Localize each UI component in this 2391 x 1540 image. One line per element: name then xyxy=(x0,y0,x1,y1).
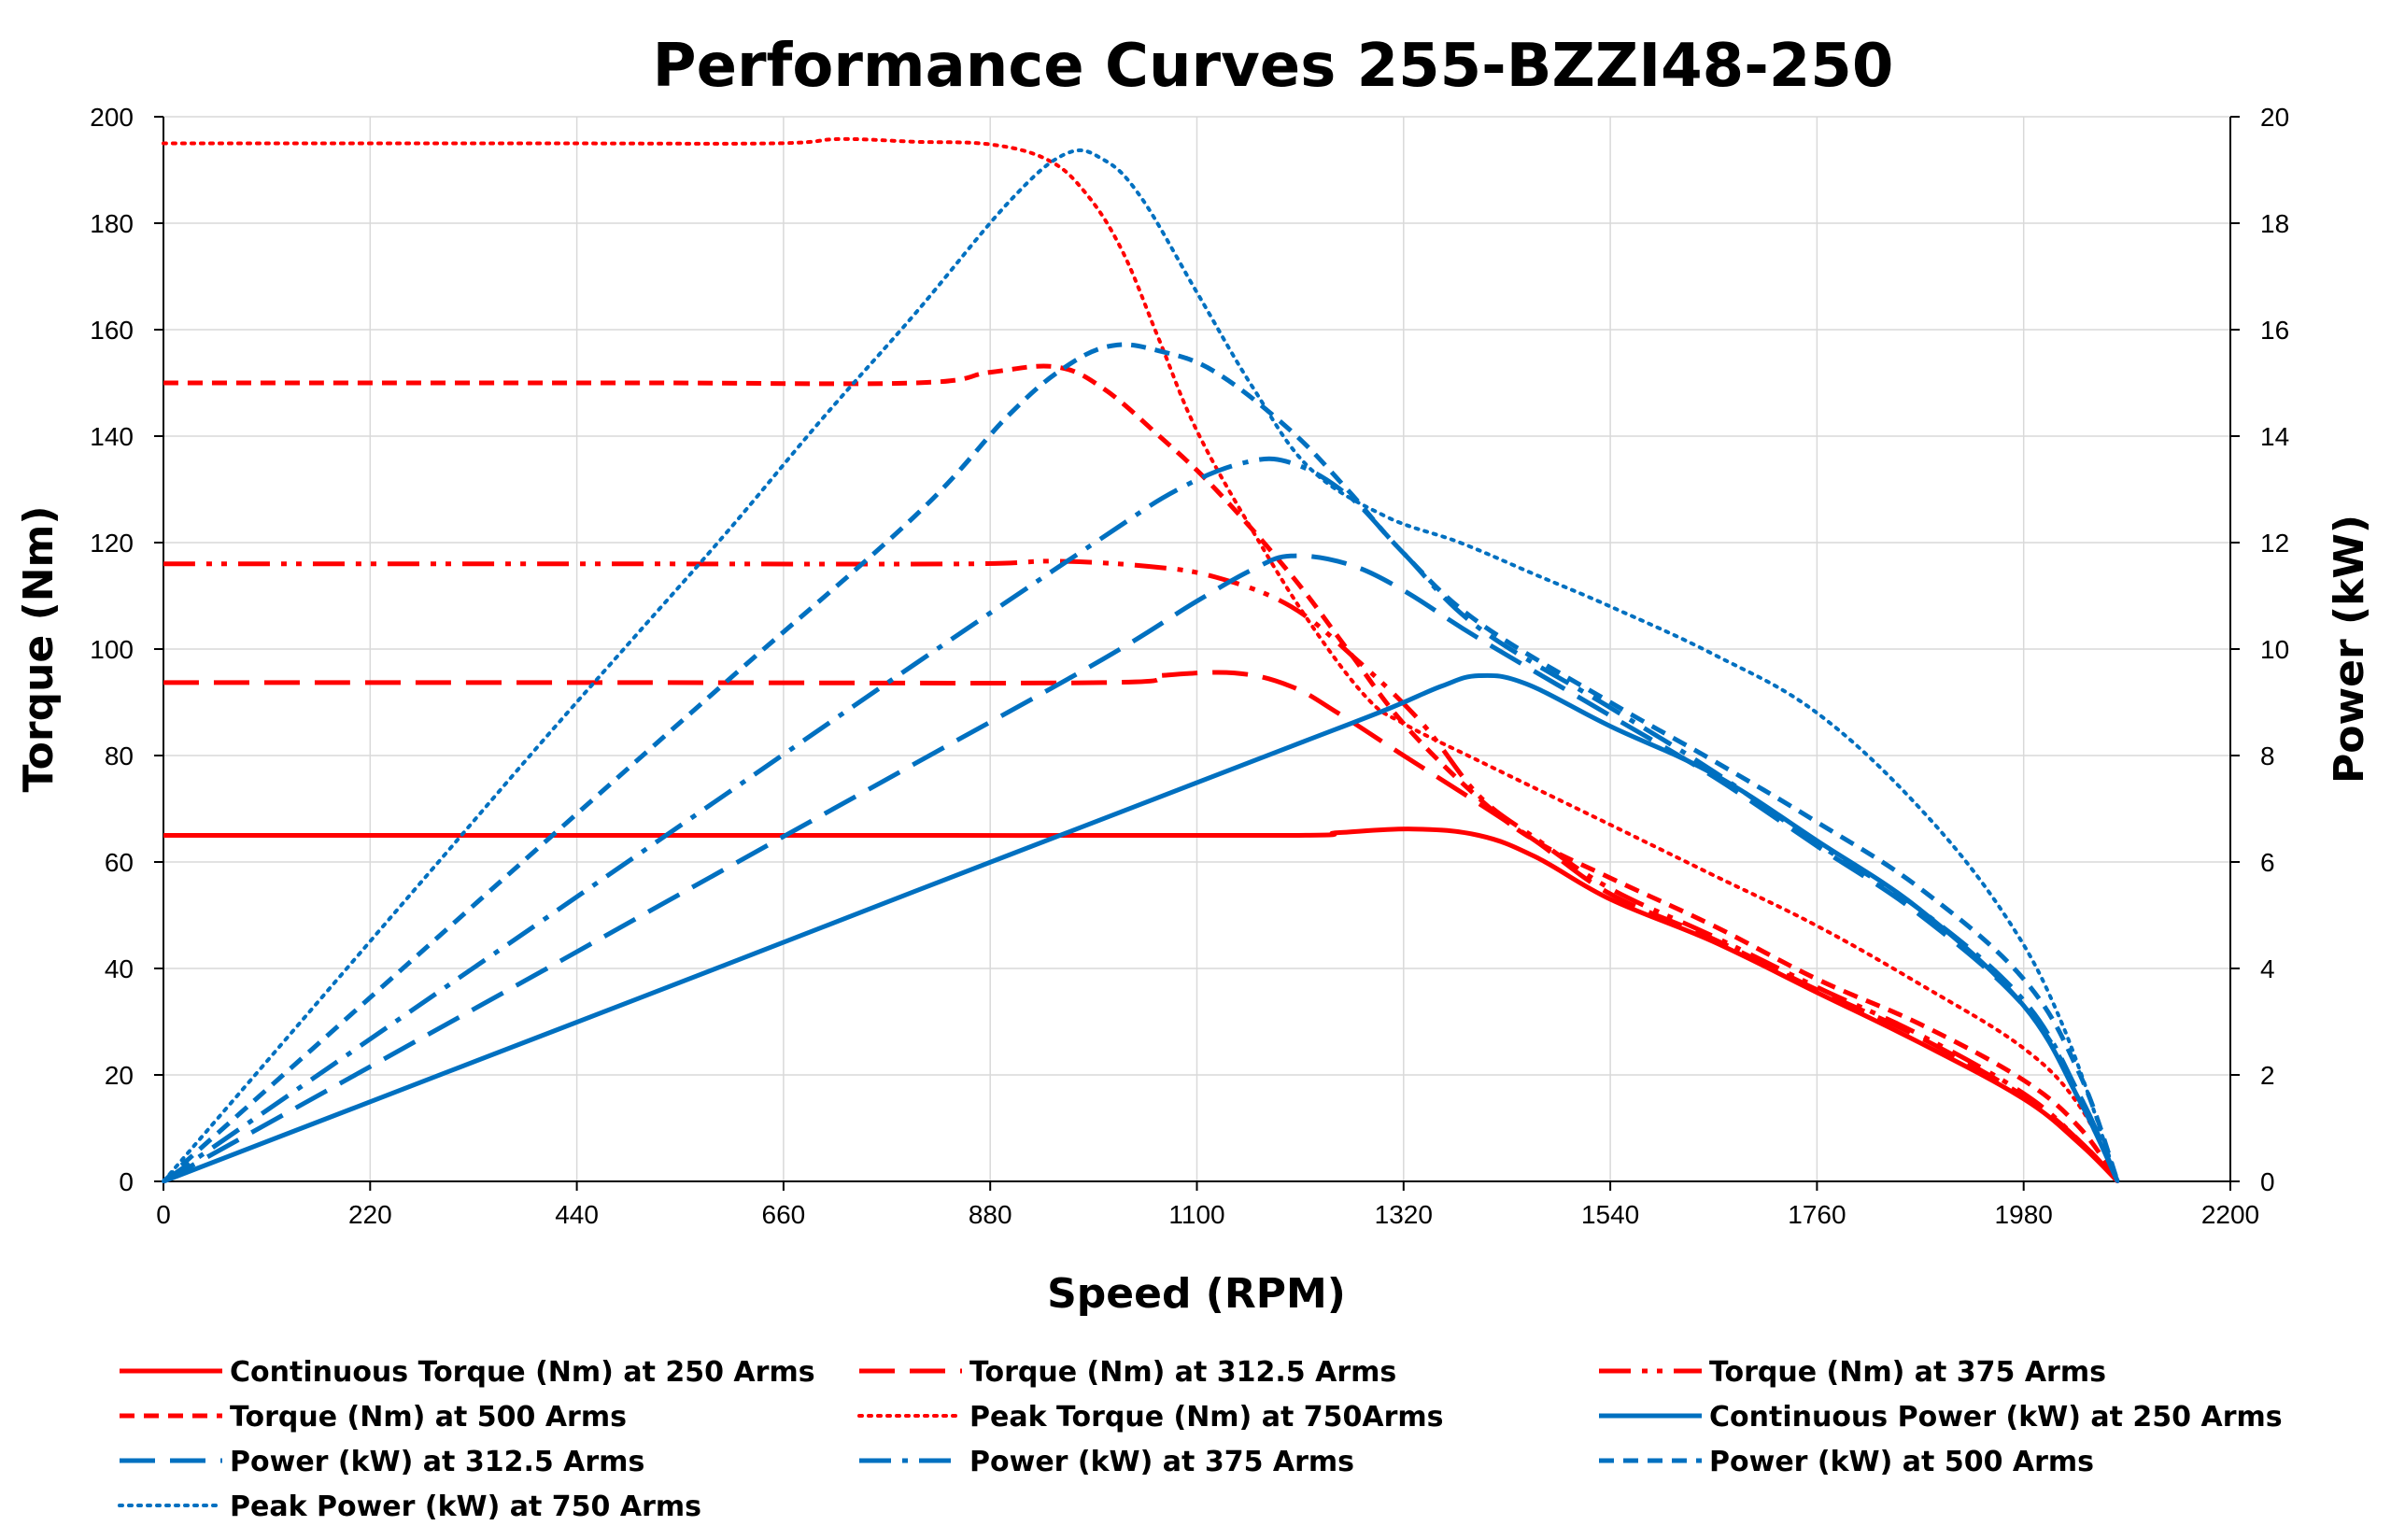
x-tick-label: 2200 xyxy=(2201,1200,2259,1229)
chart-title: Performance Curves 255-BZZI48-250 xyxy=(653,32,1894,101)
series-line-torque-nm-at-375-arms xyxy=(163,558,2120,1183)
y-tick-label: 20 xyxy=(105,1061,134,1090)
x-axis-title: Speed (RPM) xyxy=(1047,1270,1346,1318)
legend-item-power-kw-at-500-arms: Power (kW) at 500 Arms xyxy=(1599,1446,2094,1478)
y2-tick-label: 8 xyxy=(2260,742,2275,770)
y-tick-label: 140 xyxy=(90,422,134,451)
x-tick-label: 1100 xyxy=(1168,1200,1224,1229)
y2-axis-title: Power (kW) xyxy=(2326,515,2373,784)
legend-label: Power (kW) at 312.5 Arms xyxy=(230,1446,644,1478)
legend-label: Torque (Nm) at 500 Arms xyxy=(230,1401,627,1434)
legend-label: Power (kW) at 500 Arms xyxy=(1709,1446,2094,1478)
x-tick-label: 660 xyxy=(762,1200,806,1229)
x-tick-label: 0 xyxy=(156,1200,171,1229)
x-tick-label: 880 xyxy=(969,1200,1012,1229)
series-line-peak-power-kw-at-750-arms xyxy=(162,148,2120,1183)
series-line-continuous-power-kw-at-250-arms xyxy=(163,672,2120,1184)
series-line-peak-torque-nm-at-750arms xyxy=(162,136,2120,1183)
legend-label: Power (kW) at 375 Arms xyxy=(969,1446,1354,1478)
tick-labels: 0 220 440 660 880 1100 1320 1540 1760 1980 2200020… xyxy=(90,103,2289,1229)
series-lines xyxy=(162,136,2120,1184)
y-axis-title: Torque (Nm) xyxy=(15,506,63,793)
x-tick-label: 440 xyxy=(555,1200,599,1229)
legend-item-peak-torque-nm-at-750arms: Peak Torque (Nm) at 750Arms xyxy=(857,1401,1444,1434)
legend-item-power-kw-at-375-arms: Power (kW) at 375 Arms xyxy=(859,1446,1354,1478)
series-line-torque-nm-at-312-5-arms xyxy=(163,670,2120,1183)
y-tick-label: 100 xyxy=(90,635,134,664)
legend-label: Torque (Nm) at 312.5 Arms xyxy=(969,1356,1396,1389)
y2-tick-label: 4 xyxy=(2260,954,2275,983)
legend-label: Continuous Torque (Nm) at 250 Arms xyxy=(230,1356,815,1389)
legend: Continuous Torque (Nm) at 250 Arms Torque… xyxy=(118,1356,2283,1523)
y2-tick-label: 0 xyxy=(2260,1167,2275,1196)
legend-label: Peak Power (kW) at 750 Arms xyxy=(230,1491,701,1523)
legend-item-torque-nm-at-500-arms: Torque (Nm) at 500 Arms xyxy=(120,1401,627,1434)
grid-lines xyxy=(163,116,2230,1181)
legend-item-continuous-torque-nm-at-250-arms: Continuous Torque (Nm) at 250 Arms xyxy=(120,1356,815,1389)
legend-item-peak-power-kw-at-750-arms: Peak Power (kW) at 750 Arms xyxy=(118,1491,701,1523)
legend-item-continuous-power-kw-at-250-arms: Continuous Power (kW) at 250 Arms xyxy=(1599,1401,2283,1434)
series-line-power-kw-at-375-arms xyxy=(162,456,2120,1184)
y2-tick-label: 2 xyxy=(2260,1061,2275,1090)
y-tick-label: 180 xyxy=(90,209,134,238)
legend-item-torque-nm-at-312-5-arms: Torque (Nm) at 312.5 Arms xyxy=(859,1356,1396,1389)
y2-tick-label: 6 xyxy=(2260,848,2275,877)
x-tick-label: 1980 xyxy=(1995,1200,2053,1229)
legend-item-power-kw-at-312-5-arms: Power (kW) at 312.5 Arms xyxy=(120,1446,644,1478)
y2-tick-label: 16 xyxy=(2260,316,2289,345)
series-line-continuous-torque-nm-at-250-arms xyxy=(163,827,2120,1183)
y2-tick-label: 14 xyxy=(2260,422,2289,451)
legend-label: Torque (Nm) at 375 Arms xyxy=(1709,1356,2106,1389)
y-tick-label: 60 xyxy=(105,848,134,877)
x-tick-label: 1760 xyxy=(1788,1200,1846,1229)
series-line-torque-nm-at-500-arms xyxy=(163,363,2120,1183)
y2-tick-label: 18 xyxy=(2260,209,2289,238)
y-tick-label: 80 xyxy=(105,742,134,770)
y2-tick-label: 10 xyxy=(2260,635,2289,664)
x-tick-label: 1320 xyxy=(1375,1200,1433,1229)
legend-label: Peak Torque (Nm) at 750Arms xyxy=(969,1401,1444,1434)
y-tick-label: 0 xyxy=(119,1167,134,1196)
series-line-power-kw-at-500-arms xyxy=(162,342,2120,1183)
x-tick-label: 220 xyxy=(348,1200,392,1229)
y2-tick-label: 20 xyxy=(2260,103,2289,132)
axes xyxy=(154,116,2240,1191)
legend-label: Continuous Power (kW) at 250 Arms xyxy=(1709,1401,2283,1434)
y-tick-label: 200 xyxy=(90,103,134,132)
legend-item-torque-nm-at-375-arms: Torque (Nm) at 375 Arms xyxy=(1599,1356,2106,1389)
y2-tick-label: 12 xyxy=(2260,529,2289,558)
y-tick-label: 160 xyxy=(90,316,134,345)
y-tick-label: 120 xyxy=(90,529,134,558)
x-tick-label: 1540 xyxy=(1581,1200,1639,1229)
y-tick-label: 40 xyxy=(105,954,134,983)
